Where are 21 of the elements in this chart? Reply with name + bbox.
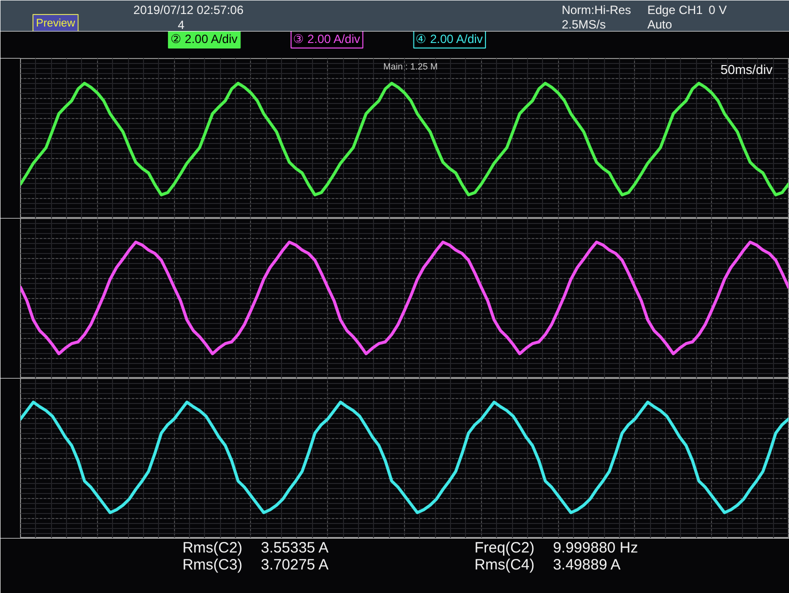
text: 0 V — [708, 3, 727, 17]
text: Rms(C2) — [182, 540, 242, 556]
text: Main : 1.25 M — [383, 62, 438, 72]
text: Freq(C2) — [474, 540, 534, 556]
text: ④ 2.00 A/div — [416, 32, 483, 46]
text: 3.70275 A — [260, 556, 329, 574]
text: 50ms/div — [720, 62, 773, 77]
text: ③ 2.00 A/div — [293, 32, 360, 46]
text: Norm:Hi-Res — [562, 3, 632, 17]
text: ② 2.00 A/div — [170, 32, 238, 46]
text: Preview — [36, 18, 76, 30]
text: 2019/07/12 02:57:06 — [133, 3, 244, 17]
text: Rms(C4) — [474, 556, 534, 574]
text: 3.49889 A — [552, 556, 621, 574]
text: Rms(C3) — [182, 556, 242, 574]
text: 2.5MS/s — [562, 18, 606, 32]
text: Auto — [647, 18, 672, 32]
text: Edge CH1 — [647, 3, 704, 17]
text: 3.55335 A — [260, 540, 329, 556]
text: 4 — [178, 18, 185, 32]
text: 9.999880 Hz — [552, 540, 638, 556]
